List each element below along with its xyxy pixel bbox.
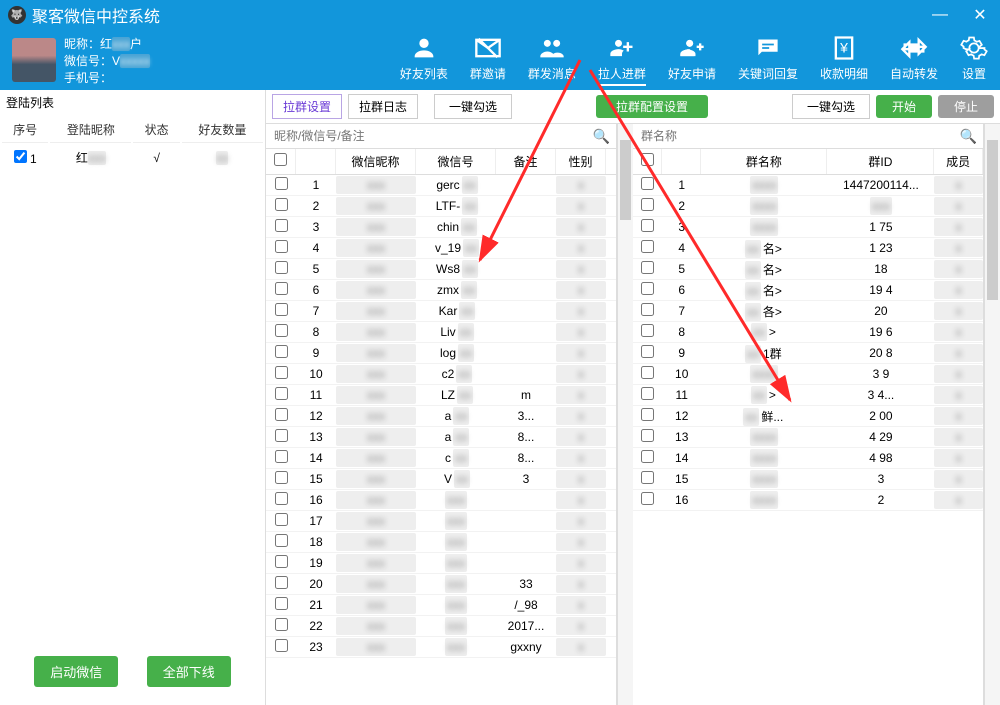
search-icon[interactable]: 🔍 xyxy=(960,128,977,145)
main-nav: 好友列表群邀请群发消息拉人进群好友申请关键词回复 ¥收款明细自动转发设置 xyxy=(400,34,988,86)
tab-pull-log[interactable]: 拉群日志 xyxy=(348,94,418,119)
group-row[interactable]: 10xxxx3 9x xyxy=(633,364,983,385)
right-panel: 🔍 群名称 群ID 成员 1xxxx1447200114...x2xxxxxxx… xyxy=(633,124,984,705)
contact-row[interactable]: 10xxxc2xxx xyxy=(266,364,616,385)
sidebar-title: 登陆列表 xyxy=(0,90,265,115)
contact-row[interactable]: 8xxxLivxxx xyxy=(266,322,616,343)
login-table: 序号登陆昵称状态好友数量 1红xxx√xx xyxy=(0,115,265,172)
group-row[interactable]: 7xx各>20x xyxy=(633,301,983,322)
login-row[interactable]: 1红xxx√xx xyxy=(2,145,263,170)
close-button[interactable]: ✕ xyxy=(960,0,1000,30)
search-left-input[interactable] xyxy=(266,124,616,148)
group-row[interactable]: 8xx>19 6x xyxy=(633,322,983,343)
contact-row[interactable]: 17xxxxxxx xyxy=(266,511,616,532)
group-row[interactable]: 11xx>3 4...x xyxy=(633,385,983,406)
contact-row[interactable]: 12xxxaxx3...x xyxy=(266,406,616,427)
contact-row[interactable]: 14xxxcxx8...x xyxy=(266,448,616,469)
group-row[interactable]: 9xx1群20 8x xyxy=(633,343,983,364)
wx-label: 微信号：V xyxy=(64,54,120,68)
user-info: 昵称：红xxx户 微信号：Vxxxxx 手机号： xyxy=(12,35,150,86)
contact-row[interactable]: 20xxxxxx33x xyxy=(266,574,616,595)
offline-all-button[interactable]: 全部下线 xyxy=(147,656,231,687)
contact-row[interactable]: 2xxxLTF-xxx xyxy=(266,196,616,217)
group-row[interactable]: 3xxxx1 75x xyxy=(633,217,983,238)
title-bar: 🐺 聚客微信中控系统 — ✕ xyxy=(0,0,1000,30)
search-right-input[interactable] xyxy=(633,124,983,148)
avatar xyxy=(12,38,56,82)
contact-row[interactable]: 23xxxxxxgxxnyx xyxy=(266,637,616,658)
group-row[interactable]: 5xx名>18x xyxy=(633,259,983,280)
group-row[interactable]: 14xxxx4 98x xyxy=(633,448,983,469)
svg-text:¥: ¥ xyxy=(839,40,848,56)
group-config-button[interactable]: 拉群配置设置 xyxy=(596,95,708,118)
left-panel: 🔍 微信昵称 微信号 备注 性别 1xxxgercxxx2xxxLTF-xxx3… xyxy=(266,124,617,705)
minimize-button[interactable]: — xyxy=(920,0,960,30)
nav-friendreq[interactable]: 好友申请 xyxy=(668,34,716,82)
group-row[interactable]: 2xxxxxxxx xyxy=(633,196,983,217)
check-all-right-button[interactable]: 一键勾选 xyxy=(792,94,870,119)
group-row[interactable]: 4xx名>1 23x xyxy=(633,238,983,259)
group-row[interactable]: 12xx鲜...2 00x xyxy=(633,406,983,427)
nav-settings[interactable]: 设置 xyxy=(960,34,988,82)
group-row[interactable]: 13xxxx4 29x xyxy=(633,427,983,448)
nav-autofwd[interactable]: 自动转发 xyxy=(890,34,938,82)
select-all-left[interactable] xyxy=(274,153,287,166)
nav-groupinvite[interactable]: 群邀请 xyxy=(470,34,506,82)
start-button[interactable]: 开始 xyxy=(876,95,932,118)
app-logo-icon: 🐺 xyxy=(8,6,26,24)
contact-row[interactable]: 18xxxxxxx xyxy=(266,532,616,553)
contact-row[interactable]: 5xxxWs8xxx xyxy=(266,259,616,280)
nav-payment[interactable]: ¥收款明细 xyxy=(820,34,868,82)
nav-friends[interactable]: 好友列表 xyxy=(400,34,448,82)
group-row[interactable]: 16xxxx2x xyxy=(633,490,983,511)
nav-keyword[interactable]: 关键词回复 xyxy=(738,34,798,82)
contact-row[interactable]: 7xxxKarxxx xyxy=(266,301,616,322)
contact-row[interactable]: 16xxxxxxx xyxy=(266,490,616,511)
contact-row[interactable]: 13xxxaxx8...x xyxy=(266,427,616,448)
contact-row[interactable]: 19xxxxxxx xyxy=(266,553,616,574)
tabs-row: 拉群设置 拉群日志 一键勾选 拉群配置设置 一键勾选 开始 停止 xyxy=(266,90,1000,124)
left-scrollbar[interactable] xyxy=(617,124,633,705)
phone-label: 手机号： xyxy=(64,69,150,86)
contact-row[interactable]: 3xxxchinxxx xyxy=(266,217,616,238)
start-wechat-button[interactable]: 启动微信 xyxy=(34,656,118,687)
group-row[interactable]: 6xx名>19 4x xyxy=(633,280,983,301)
right-scrollbar[interactable] xyxy=(984,124,1000,705)
nick-label: 昵称：红 xyxy=(64,37,112,51)
contact-row[interactable]: 11xxxLZxxmx xyxy=(266,385,616,406)
contact-row[interactable]: 6xxxzmxxxx xyxy=(266,280,616,301)
nav-groupsend[interactable]: 群发消息 xyxy=(528,34,576,82)
group-row[interactable]: 1xxxx1447200114...x xyxy=(633,175,983,196)
group-row[interactable]: 15xxxx3x xyxy=(633,469,983,490)
nav-pullgroup[interactable]: 拉人进群 xyxy=(598,34,646,82)
search-icon[interactable]: 🔍 xyxy=(593,128,610,145)
stop-button[interactable]: 停止 xyxy=(938,95,994,118)
contact-row[interactable]: 15xxxVxx3x xyxy=(266,469,616,490)
app-title: 聚客微信中控系统 xyxy=(32,3,160,27)
contact-row[interactable]: 9xxxlogxxx xyxy=(266,343,616,364)
check-all-left-button[interactable]: 一键勾选 xyxy=(434,94,512,119)
contact-row[interactable]: 1xxxgercxxx xyxy=(266,175,616,196)
contact-row[interactable]: 22xxxxxx2017...x xyxy=(266,616,616,637)
top-bar: 昵称：红xxx户 微信号：Vxxxxx 手机号： 好友列表群邀请群发消息拉人进群… xyxy=(0,30,1000,90)
sidebar: 登陆列表 序号登陆昵称状态好友数量 1红xxx√xx 启动微信 全部下线 xyxy=(0,90,266,705)
contact-row[interactable]: 4xxxv_19xxx xyxy=(266,238,616,259)
select-all-right[interactable] xyxy=(641,153,654,166)
contact-row[interactable]: 21xxxxxx/_98x xyxy=(266,595,616,616)
tab-pull-settings[interactable]: 拉群设置 xyxy=(272,94,342,119)
